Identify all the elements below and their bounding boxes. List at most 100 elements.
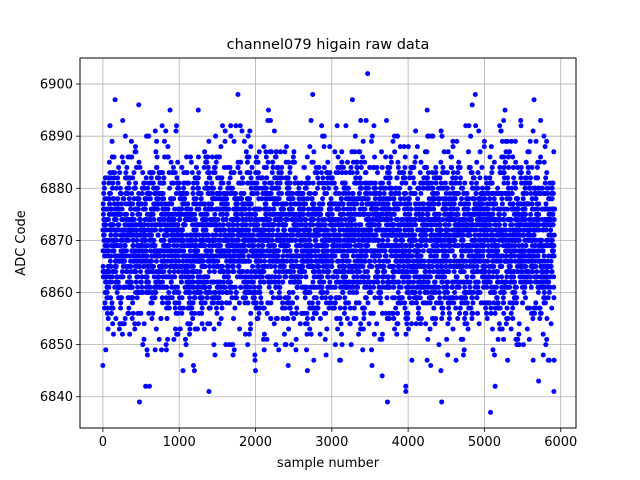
data-point xyxy=(141,321,147,327)
data-point xyxy=(192,295,198,301)
data-point xyxy=(130,310,136,316)
data-point xyxy=(334,274,340,280)
data-point xyxy=(456,284,462,290)
data-point xyxy=(360,138,366,144)
data-point xyxy=(474,159,480,165)
data-point xyxy=(161,138,167,144)
data-point xyxy=(477,175,483,181)
data-point xyxy=(412,290,418,296)
data-point xyxy=(252,352,258,358)
data-point xyxy=(328,295,334,301)
data-point xyxy=(202,243,208,249)
data-point xyxy=(403,248,409,254)
data-point xyxy=(112,170,118,176)
data-point xyxy=(391,211,397,217)
data-point xyxy=(386,180,392,186)
data-point xyxy=(141,336,147,342)
data-point xyxy=(134,295,140,301)
data-point xyxy=(321,279,327,285)
data-point xyxy=(296,227,302,233)
data-point xyxy=(149,300,155,306)
data-point xyxy=(214,310,220,316)
data-point xyxy=(314,170,320,176)
data-point xyxy=(451,269,457,275)
data-point xyxy=(230,185,236,191)
data-point xyxy=(239,196,245,202)
data-point xyxy=(438,300,444,306)
data-point xyxy=(391,284,397,290)
data-point xyxy=(326,305,332,311)
data-point xyxy=(115,279,121,285)
data-point xyxy=(181,248,187,254)
data-point xyxy=(324,180,330,186)
data-point xyxy=(159,279,165,285)
data-point xyxy=(277,274,283,280)
data-point xyxy=(473,190,479,196)
data-point xyxy=(150,211,156,217)
data-point xyxy=(254,190,260,196)
data-point xyxy=(377,190,383,196)
data-point xyxy=(219,300,225,306)
data-point xyxy=(217,190,223,196)
data-point xyxy=(363,170,369,176)
data-point xyxy=(402,300,408,306)
data-point xyxy=(365,196,371,202)
data-point xyxy=(337,295,343,301)
data-point xyxy=(381,190,387,196)
data-point xyxy=(329,211,335,217)
data-point xyxy=(155,196,161,202)
data-point xyxy=(274,316,280,322)
data-point xyxy=(353,248,359,254)
data-point xyxy=(285,217,291,223)
data-point xyxy=(205,274,211,280)
data-point xyxy=(263,149,269,155)
data-point xyxy=(121,321,127,327)
data-point xyxy=(383,154,389,160)
data-point xyxy=(204,180,210,186)
data-point xyxy=(285,362,291,368)
data-point xyxy=(355,284,361,290)
data-point xyxy=(386,258,392,264)
data-point xyxy=(297,321,303,327)
data-point xyxy=(394,175,400,181)
data-point xyxy=(453,217,459,223)
data-point xyxy=(447,258,453,264)
data-point xyxy=(147,190,153,196)
data-point xyxy=(122,258,128,264)
data-point xyxy=(127,331,133,337)
data-point xyxy=(450,138,456,144)
data-point xyxy=(263,201,269,207)
data-point xyxy=(246,227,252,233)
data-point xyxy=(190,274,196,280)
data-point xyxy=(246,253,252,259)
data-point xyxy=(185,269,191,275)
data-point xyxy=(323,352,329,358)
data-point xyxy=(246,331,252,337)
data-point xyxy=(315,305,321,311)
data-point xyxy=(166,243,172,249)
data-point xyxy=(350,290,356,296)
data-point xyxy=(361,316,367,322)
data-point xyxy=(269,237,275,243)
data-point xyxy=(393,305,399,311)
data-point xyxy=(346,258,352,264)
data-point xyxy=(108,310,114,316)
data-point xyxy=(415,196,421,202)
data-point xyxy=(207,290,213,296)
data-point xyxy=(306,206,312,212)
data-point xyxy=(339,159,345,165)
data-point xyxy=(473,227,479,233)
data-point xyxy=(196,185,202,191)
data-point xyxy=(463,295,469,301)
data-point xyxy=(268,300,274,306)
data-point xyxy=(102,300,108,306)
data-point xyxy=(445,149,451,155)
data-point xyxy=(268,190,274,196)
data-point xyxy=(204,211,210,217)
data-point xyxy=(335,154,341,160)
data-point xyxy=(154,154,160,160)
data-point xyxy=(172,170,178,176)
data-point xyxy=(311,263,316,269)
data-point xyxy=(309,258,315,264)
data-point xyxy=(261,305,267,311)
